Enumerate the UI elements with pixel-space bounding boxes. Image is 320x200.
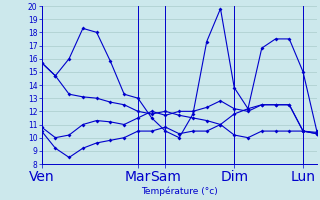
X-axis label: Température (°c): Température (°c) (141, 186, 218, 196)
